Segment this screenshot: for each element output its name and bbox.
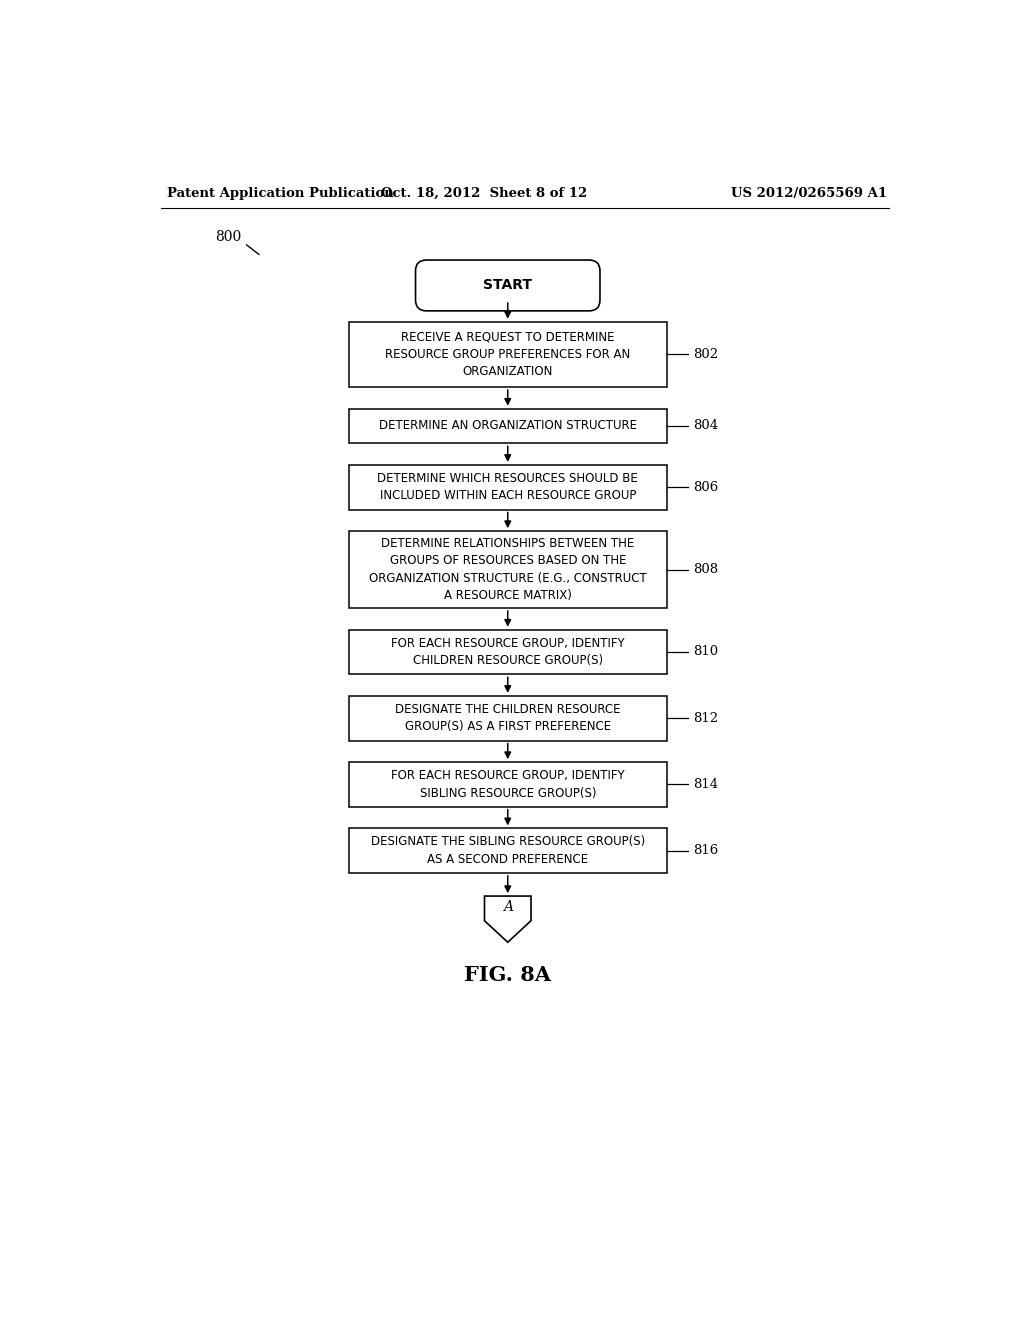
Text: 816: 816 [693,843,718,857]
Bar [349,531,667,609]
Text: 812: 812 [693,711,718,725]
Bar [349,762,667,807]
Text: DESIGNATE THE SIBLING RESOURCE GROUP(S)
AS A SECOND PREFERENCE: DESIGNATE THE SIBLING RESOURCE GROUP(S) … [371,836,645,866]
Bar [349,465,667,510]
Text: 804: 804 [693,420,718,433]
Text: DETERMINE WHICH RESOURCES SHOULD BE
INCLUDED WITHIN EACH RESOURCE GROUP: DETERMINE WHICH RESOURCES SHOULD BE INCL… [378,473,638,503]
Bar [349,322,667,387]
Text: FOR EACH RESOURCE GROUP, IDENTIFY
CHILDREN RESOURCE GROUP(S): FOR EACH RESOURCE GROUP, IDENTIFY CHILDR… [391,636,625,667]
Text: 800: 800 [216,230,242,244]
Text: FOR EACH RESOURCE GROUP, IDENTIFY
SIBLING RESOURCE GROUP(S): FOR EACH RESOURCE GROUP, IDENTIFY SIBLIN… [391,770,625,800]
Text: 802: 802 [693,348,718,360]
FancyBboxPatch shape [416,260,600,312]
Text: US 2012/0265569 A1: US 2012/0265569 A1 [731,186,888,199]
Text: DETERMINE AN ORGANIZATION STRUCTURE: DETERMINE AN ORGANIZATION STRUCTURE [379,420,637,433]
Text: START: START [483,279,532,293]
Text: Oct. 18, 2012  Sheet 8 of 12: Oct. 18, 2012 Sheet 8 of 12 [381,186,588,199]
Bar [349,409,667,444]
Bar [349,696,667,741]
Text: A: A [503,900,513,915]
Text: 814: 814 [693,777,718,791]
Text: 808: 808 [693,564,718,576]
Bar [349,829,667,873]
Text: 806: 806 [693,480,718,494]
Text: FIG. 8A: FIG. 8A [464,965,551,985]
Text: 810: 810 [693,645,718,659]
Bar [349,630,667,675]
Polygon shape [484,896,531,942]
Text: RECEIVE A REQUEST TO DETERMINE
RESOURCE GROUP PREFERENCES FOR AN
ORGANIZATION: RECEIVE A REQUEST TO DETERMINE RESOURCE … [385,330,631,379]
Text: DESIGNATE THE CHILDREN RESOURCE
GROUP(S) AS A FIRST PREFERENCE: DESIGNATE THE CHILDREN RESOURCE GROUP(S)… [395,704,621,734]
Text: Patent Application Publication: Patent Application Publication [167,186,393,199]
Text: DETERMINE RELATIONSHIPS BETWEEN THE
GROUPS OF RESOURCES BASED ON THE
ORGANIZATIO: DETERMINE RELATIONSHIPS BETWEEN THE GROU… [369,537,646,602]
